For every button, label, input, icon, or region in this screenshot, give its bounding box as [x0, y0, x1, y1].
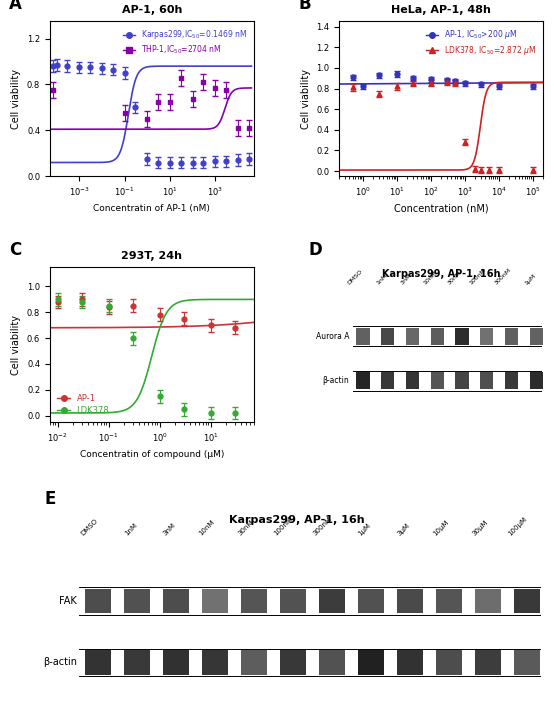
Text: D: D [309, 241, 322, 259]
X-axis label: Concentration (nM): Concentration (nM) [394, 204, 489, 214]
Text: DMSO: DMSO [80, 518, 99, 537]
Text: B: B [299, 0, 311, 13]
Bar [381, 372, 394, 389]
Text: 1nM: 1nM [376, 273, 388, 286]
Bar [480, 372, 494, 389]
Text: FAK: FAK [59, 596, 77, 606]
Text: 3μM: 3μM [396, 522, 411, 537]
Text: 1μM: 1μM [524, 273, 537, 286]
Bar [530, 327, 543, 344]
Text: Karpas299, AP-1, 16h: Karpas299, AP-1, 16h [382, 269, 500, 279]
Y-axis label: Cell viability: Cell viability [301, 69, 311, 129]
Bar [356, 327, 370, 344]
Text: 10nM: 10nM [422, 270, 438, 286]
Bar [505, 372, 518, 389]
Bar [202, 589, 228, 613]
Bar [280, 650, 306, 674]
Text: Karpas299, AP-1, 16h: Karpas299, AP-1, 16h [229, 515, 364, 525]
Bar [437, 589, 462, 613]
Bar [505, 327, 518, 344]
Text: 300nM: 300nM [494, 267, 512, 286]
Bar [319, 589, 345, 613]
Bar [280, 589, 306, 613]
Bar [406, 372, 419, 389]
Text: β-actin: β-actin [43, 657, 77, 667]
Text: 30nM: 30nM [237, 519, 255, 537]
Bar [397, 650, 423, 674]
Bar [437, 650, 462, 674]
Bar [430, 372, 444, 389]
Bar [85, 589, 111, 613]
Bar [319, 650, 345, 674]
Text: β-actin: β-actin [322, 376, 350, 386]
Bar [124, 589, 150, 613]
Bar [430, 327, 444, 344]
Y-axis label: Cell viability: Cell viability [11, 69, 22, 129]
Bar [475, 650, 501, 674]
Bar [85, 650, 111, 674]
Bar [381, 327, 394, 344]
Text: 1μM: 1μM [357, 522, 372, 537]
Text: 100μM: 100μM [507, 515, 528, 537]
Text: C: C [9, 241, 22, 259]
Text: 30μM: 30μM [471, 519, 489, 537]
Text: 30nM: 30nM [447, 270, 463, 286]
Legend: AP-1, IC$_{50}$>200 $\mu$M, LDK378, IC$_{50}$=2.872 $\mu$M: AP-1, IC$_{50}$>200 $\mu$M, LDK378, IC$_… [423, 25, 539, 60]
Text: Aurora A: Aurora A [316, 332, 350, 341]
Bar [124, 650, 150, 674]
Text: 3nM: 3nM [400, 273, 413, 286]
Text: 1nM: 1nM [124, 522, 138, 537]
Bar [397, 589, 423, 613]
Text: 10nM: 10nM [198, 519, 216, 537]
Text: 100nM: 100nM [469, 267, 488, 286]
Bar [242, 589, 267, 613]
Text: 300nM: 300nM [312, 515, 333, 537]
Bar [475, 589, 501, 613]
Y-axis label: Cell viability: Cell viability [11, 314, 22, 374]
X-axis label: Concentratin of AP-1 (nM): Concentratin of AP-1 (nM) [93, 204, 210, 213]
Text: DMSO: DMSO [347, 269, 363, 286]
X-axis label: Concentratin of compound (μM): Concentratin of compound (μM) [80, 450, 224, 458]
Bar [514, 589, 540, 613]
Text: 100nM: 100nM [273, 515, 294, 537]
Title: AP-1, 60h: AP-1, 60h [121, 5, 182, 15]
Bar [480, 327, 494, 344]
Bar [242, 650, 267, 674]
Bar [202, 650, 228, 674]
Bar [530, 372, 543, 389]
Title: 293T, 24h: 293T, 24h [121, 251, 182, 261]
Text: E: E [45, 490, 57, 508]
Text: 10μM: 10μM [432, 519, 450, 537]
Legend: Karpas299,IC$_{50}$=0.1469 nM, THP-1,IC$_{50}$=2704 nM: Karpas299,IC$_{50}$=0.1469 nM, THP-1,IC$… [120, 25, 250, 59]
Bar [358, 650, 384, 674]
Bar [356, 372, 370, 389]
Bar [514, 650, 540, 674]
Bar [455, 327, 469, 344]
Title: HeLa, AP-1, 48h: HeLa, AP-1, 48h [391, 5, 491, 15]
Bar [406, 327, 419, 344]
Text: A: A [9, 0, 22, 13]
Legend: AP-1, LDK378: AP-1, LDK378 [54, 391, 112, 418]
Bar [358, 589, 384, 613]
Bar [163, 589, 189, 613]
Bar [455, 372, 469, 389]
Text: 3nM: 3nM [162, 522, 177, 537]
Bar [163, 650, 189, 674]
